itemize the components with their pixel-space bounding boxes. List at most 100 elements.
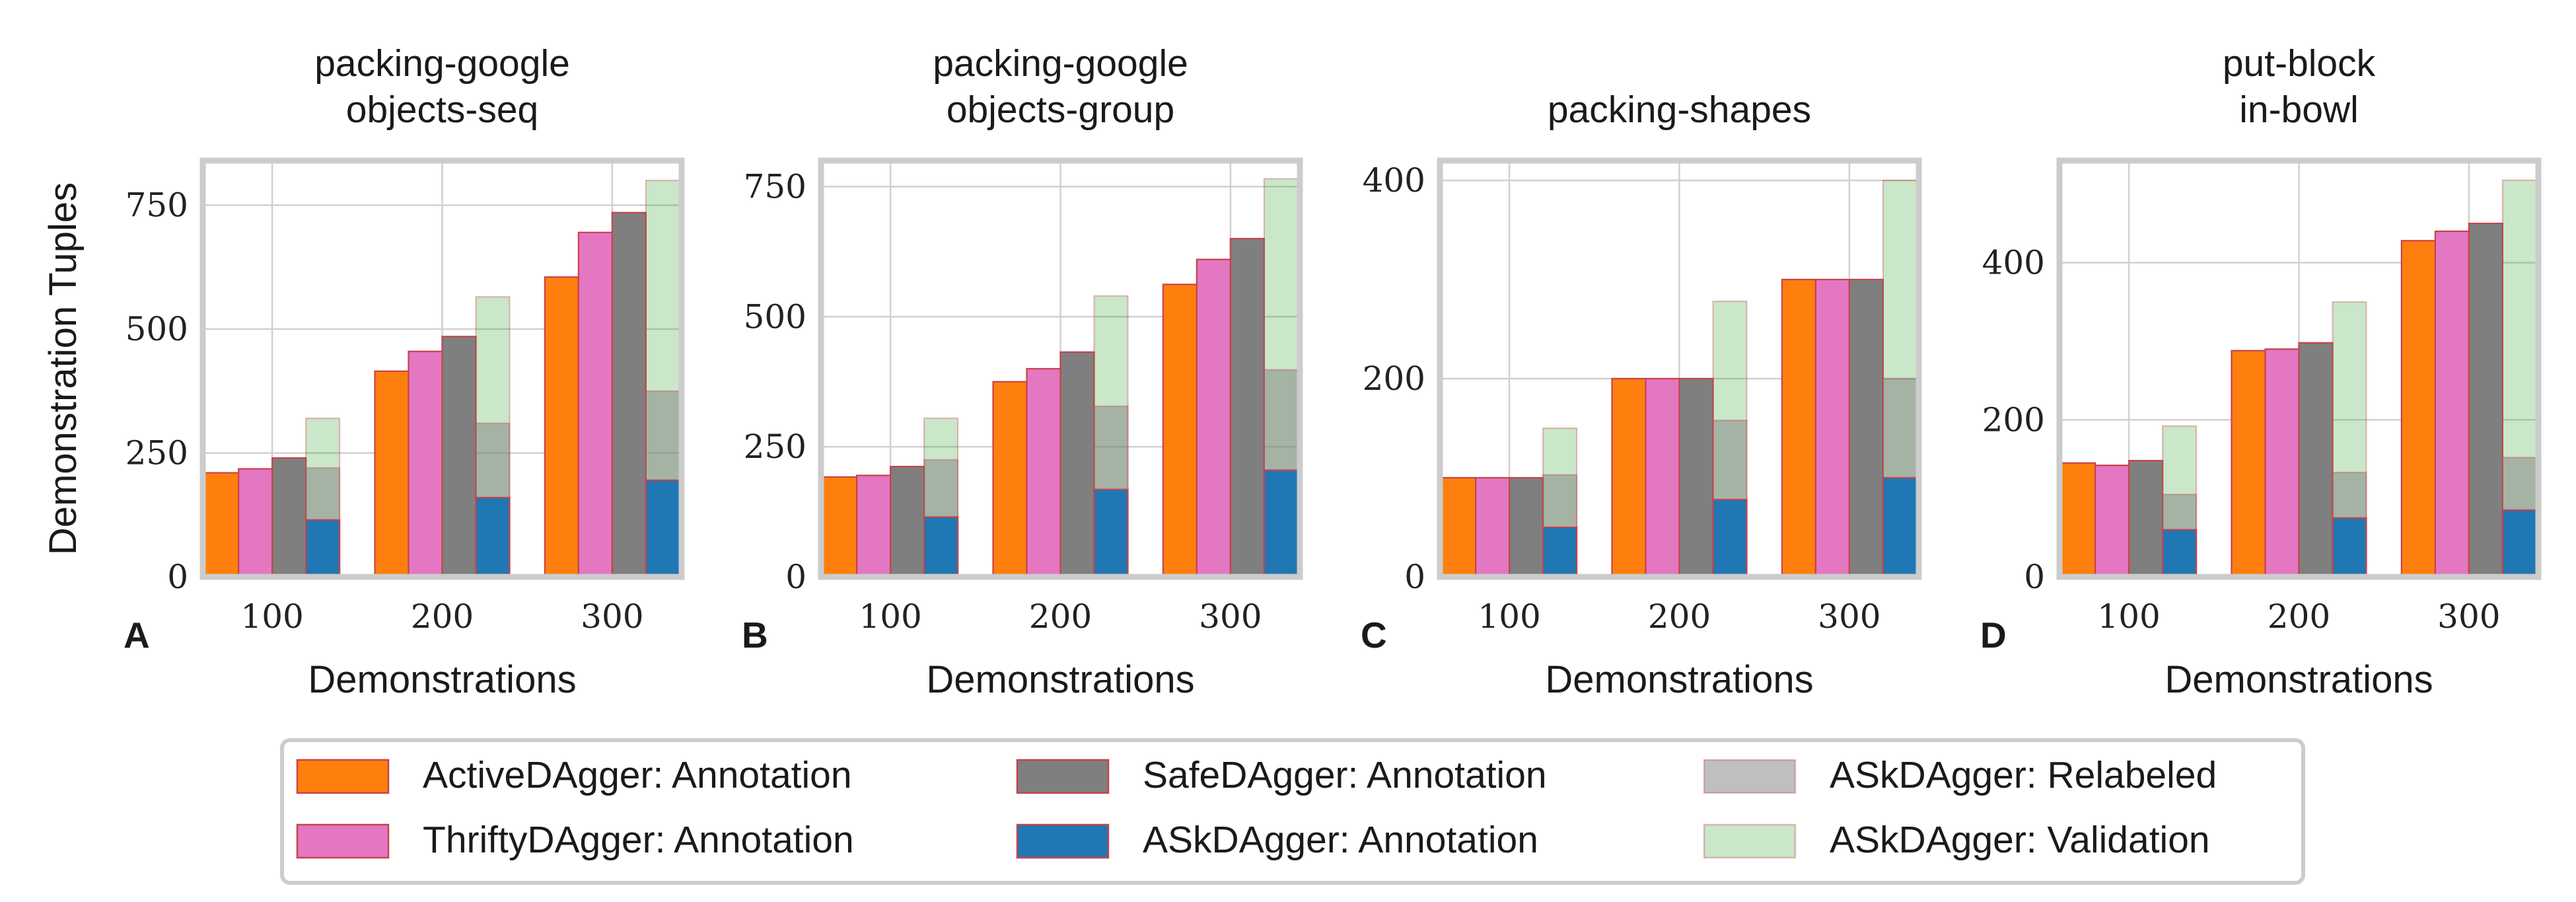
bar-activedagger-annotation — [1441, 476, 1477, 578]
bar-activedagger-annotation — [1781, 278, 1816, 578]
bar-thriftydagger-annotation — [1026, 367, 1061, 578]
axes-frame — [2056, 157, 2542, 580]
bar-askdagger-annotation — [923, 516, 959, 578]
chart-panel-b: 0 250 500 750 100 200 300 packing-googleobjects… — [742, 42, 1303, 701]
bar-safedagger-annotation — [2298, 342, 2334, 578]
bar-safedagger-annotation — [2468, 222, 2503, 578]
legend-label: ActiveDAgger: Annotation — [423, 754, 852, 796]
legend-item: ThriftyDAgger: Annotation — [296, 819, 854, 861]
axes-frame — [1437, 157, 1922, 580]
chart-title-line: objects-group — [947, 89, 1174, 131]
bar-safedagger-annotation — [271, 457, 307, 578]
legend-swatch — [1016, 759, 1110, 794]
bar-thriftydagger-annotation — [1645, 377, 1680, 578]
bar-activedagger-annotation — [2231, 350, 2266, 578]
legend-swatch — [296, 823, 390, 859]
bar-thriftydagger-annotation — [408, 350, 443, 578]
bar-safedagger-annotation — [1229, 238, 1265, 578]
chart-title-line: objects-seq — [346, 89, 539, 131]
legend-swatch — [1016, 823, 1110, 859]
y-tick-label: 500 — [125, 310, 188, 348]
y-tick-label: 0 — [1404, 558, 1425, 596]
panel-letter: A — [124, 615, 150, 656]
y-tick-label: 200 — [1363, 359, 1425, 398]
y-tick-label: 0 — [2024, 558, 2045, 596]
bar-thriftydagger-annotation — [238, 468, 273, 578]
x-tick-label: 100 — [2097, 597, 2160, 636]
bar-activedagger-annotation — [2400, 240, 2436, 578]
y-tick-label: 200 — [1982, 400, 2045, 439]
bar-activedagger-annotation — [1162, 283, 1198, 578]
bar-thriftydagger-annotation — [1196, 258, 1231, 578]
y-tick-label: 0 — [785, 558, 806, 596]
x-tick-label: 200 — [1648, 597, 1711, 636]
legend-label: SafeDAgger: Annotation — [1143, 754, 1547, 796]
bar-safedagger-annotation — [890, 465, 925, 578]
legend-item: ASkDAgger: Annotation — [1016, 819, 1538, 861]
bar-activedagger-annotation — [204, 472, 240, 578]
x-axis-label: Demonstrations — [308, 658, 576, 701]
x-tick-label: 300 — [2437, 597, 2500, 636]
bar-thriftydagger-annotation — [856, 474, 892, 578]
bar-safedagger-annotation — [1509, 476, 1544, 578]
bar-askdagger-annotation — [2162, 529, 2198, 578]
legend-item: ASkDAgger: Validation — [1703, 819, 2210, 861]
legend-label: ThriftyDAgger: Annotation — [423, 819, 854, 861]
x-tick-label: 100 — [859, 597, 921, 636]
legend-swatch — [1703, 823, 1797, 859]
bar-safedagger-annotation — [1059, 351, 1095, 578]
bar-activedagger-annotation — [822, 476, 858, 578]
bar-activedagger-annotation — [2061, 462, 2096, 578]
legend-swatch — [1703, 759, 1797, 794]
legend-item: SafeDAgger: Annotation — [1016, 754, 1547, 796]
legend-item: ActiveDAgger: Annotation — [296, 754, 852, 796]
y-tick-label: 400 — [1363, 161, 1425, 200]
bar-safedagger-annotation — [1678, 377, 1714, 578]
panel-letter: B — [742, 615, 768, 656]
legend-label: ASkDAgger: Validation — [1830, 819, 2210, 861]
x-tick-label: 100 — [240, 597, 303, 636]
chart-panel-a: 0 250 500 750 100 200 300 packing-googleobjects… — [42, 42, 685, 701]
bar-safedagger-annotation — [1848, 278, 1884, 578]
bar-askdagger-annotation — [645, 479, 680, 578]
panel-letter: D — [1980, 615, 2007, 656]
y-axis-label: Demonstration Tuples — [42, 182, 85, 555]
x-tick-label: 200 — [1029, 597, 1092, 636]
y-tick-label: 250 — [744, 428, 806, 466]
bar-safedagger-annotation — [441, 336, 477, 578]
y-tick-label: 750 — [744, 167, 806, 206]
axes-frame — [818, 157, 1303, 580]
legend: ActiveDAgger: Annotation ThriftyDAgger: A… — [280, 738, 2305, 885]
bar-askdagger-annotation — [1093, 488, 1129, 578]
x-axis-label: Demonstrations — [2165, 658, 2433, 701]
bar-askdagger-annotation — [1882, 476, 1917, 578]
x-tick-label: 300 — [1199, 597, 1262, 636]
y-tick-label: 750 — [125, 186, 188, 225]
bar-thriftydagger-annotation — [2264, 348, 2300, 578]
bar-askdagger-annotation — [1712, 498, 1748, 578]
legend-label: ASkDAgger: Annotation — [1143, 819, 1538, 861]
y-tick-label: 400 — [1982, 244, 2045, 282]
y-tick-label: 250 — [125, 434, 188, 472]
bar-safedagger-annotation — [611, 211, 647, 578]
x-axis-label: Demonstrations — [926, 658, 1194, 701]
bar-askdagger-annotation — [1263, 469, 1299, 578]
x-tick-label: 200 — [411, 597, 474, 636]
legend-swatch — [296, 759, 390, 794]
chart-title-line: packing-google — [933, 42, 1188, 85]
chart-title: packing-shapes — [1548, 89, 1811, 131]
bar-askdagger-annotation — [2332, 517, 2367, 578]
bar-askdagger-annotation — [1542, 526, 1578, 578]
chart-title-line: put-block — [2223, 42, 2376, 85]
x-tick-label: 300 — [581, 597, 643, 636]
chart-panel-c: 0 200 400 100 200 300 packing-shapes Demonstrat… — [1361, 89, 1922, 701]
bar-thriftydagger-annotation — [1475, 476, 1511, 578]
x-tick-label: 200 — [2268, 597, 2330, 636]
bar-safedagger-annotation — [2128, 459, 2164, 578]
bar-askdagger-annotation — [2501, 509, 2537, 578]
bar-thriftydagger-annotation — [2094, 465, 2130, 578]
legend-label: ASkDAgger: Relabeled — [1830, 754, 2217, 796]
x-axis-label: Demonstrations — [1545, 658, 1813, 701]
bar-askdagger-annotation — [475, 496, 511, 578]
